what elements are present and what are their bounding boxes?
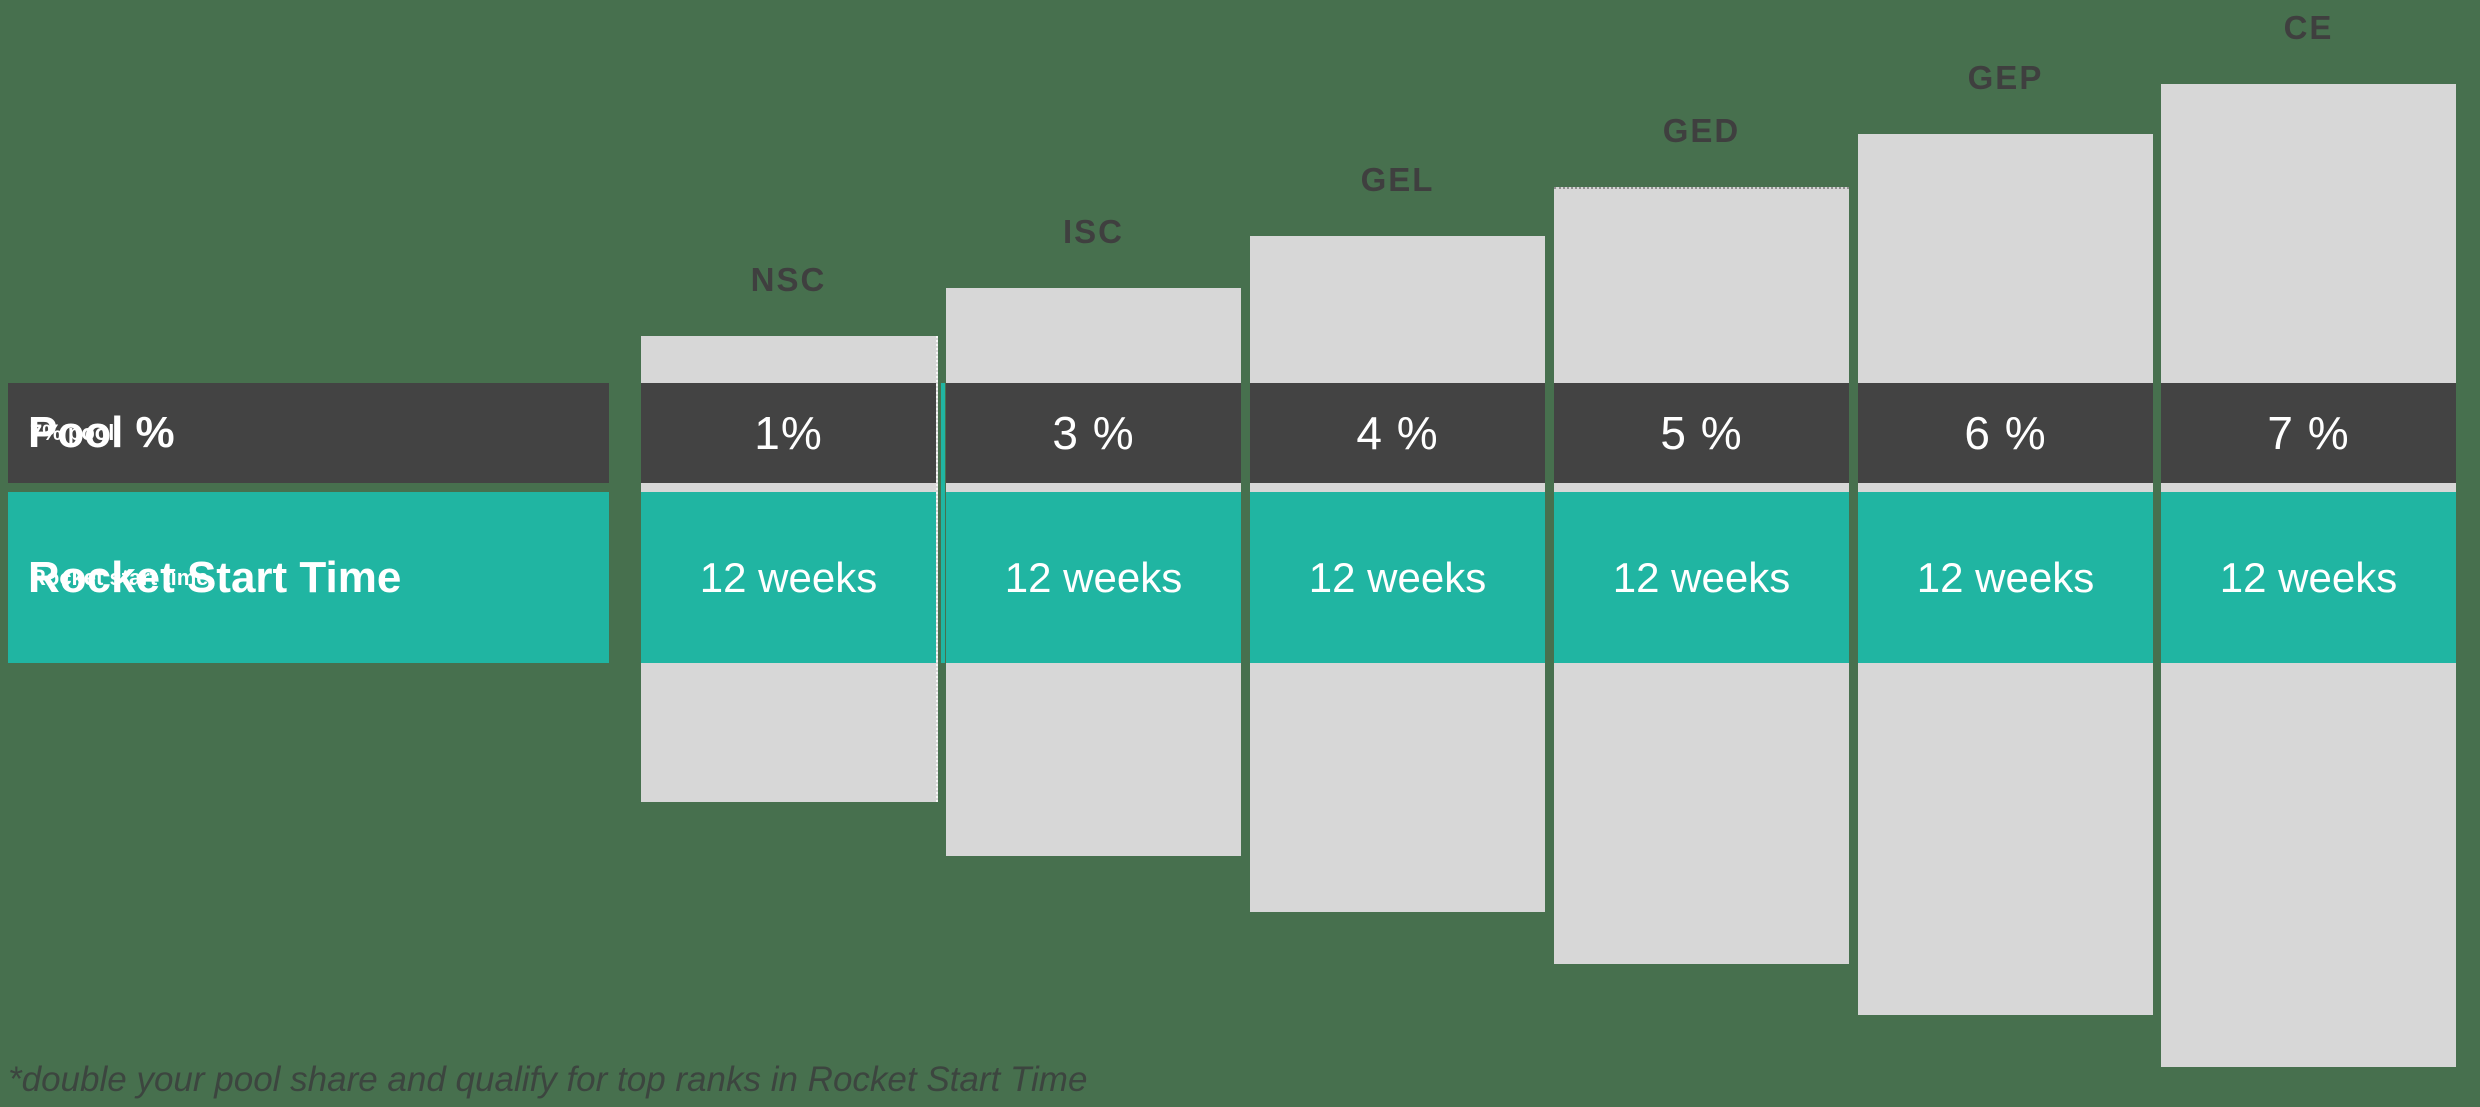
column-header-isc: ISC bbox=[1062, 213, 1124, 250]
row-label-rocket-ghost-text: Rocket start time bbox=[30, 564, 209, 590]
pool-value-ged: 5 % bbox=[1660, 407, 1743, 459]
time-value-isc: 12 weeks bbox=[1004, 553, 1183, 601]
teal-edge-artifact bbox=[941, 383, 945, 663]
column-header-gel: GEL bbox=[1360, 161, 1435, 198]
time-value-ce: 12 weeks bbox=[2219, 553, 2398, 601]
row-label-pool-ghost-text: 7% pool bbox=[30, 420, 115, 445]
column-header-ged: GED bbox=[1662, 112, 1741, 149]
time-value-gep: 12 weeks bbox=[1916, 553, 2095, 601]
pool-cell-gel: 4 % bbox=[1250, 383, 1545, 483]
pool-value-gep: 6 % bbox=[1964, 407, 2047, 459]
row-label-pool: 7% pool Pool % bbox=[8, 383, 609, 483]
pool-value-ce: 7 % bbox=[2267, 407, 2350, 459]
time-cell-ce: 12 weeks bbox=[2161, 492, 2456, 663]
pool-cell-nsc: 1% bbox=[641, 383, 936, 483]
column-header-ce: CE bbox=[2283, 9, 2334, 46]
time-value-gel: 12 weeks bbox=[1308, 553, 1487, 601]
pool-value-gel: 4 % bbox=[1356, 407, 1439, 459]
pool-cell-ce: 7 % bbox=[2161, 383, 2456, 483]
time-cell-isc: 12 weeks bbox=[946, 492, 1241, 663]
time-cell-gel: 12 weeks bbox=[1250, 492, 1545, 663]
row-label-rocket-text: Rocket Start Time bbox=[28, 552, 402, 602]
pool-cell-isc: 3 % bbox=[946, 383, 1241, 483]
pool-cell-gep: 6 % bbox=[1858, 383, 2153, 483]
column-header-nsc: NSC bbox=[750, 261, 827, 298]
time-cell-ged: 12 weeks bbox=[1554, 492, 1849, 663]
time-cell-gep: 12 weeks bbox=[1858, 492, 2153, 663]
pool-cell-ged: 5 % bbox=[1554, 383, 1849, 483]
pool-value-isc: 3 % bbox=[1052, 407, 1135, 459]
row-label-rocket-start-time: Rocket start time Rocket Start Time bbox=[8, 492, 609, 663]
time-value-ged: 12 weeks bbox=[1612, 553, 1791, 601]
column-header-gep: GEP bbox=[1967, 59, 2044, 96]
time-value-nsc: 12 weeks bbox=[699, 553, 878, 601]
row-label-pool-text: Pool % bbox=[28, 408, 175, 457]
time-cell-nsc: 12 weeks bbox=[641, 492, 936, 663]
pool-value-nsc: 1% bbox=[754, 407, 823, 459]
footnote: *double your pool share and qualify for … bbox=[8, 1060, 1088, 1099]
